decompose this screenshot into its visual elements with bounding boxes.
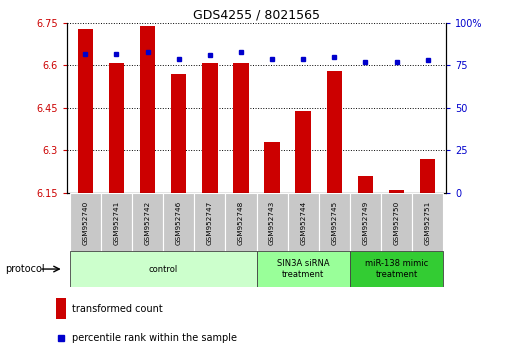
Text: transformed count: transformed count <box>72 303 163 314</box>
Text: GSM952740: GSM952740 <box>83 201 88 245</box>
Bar <box>233 63 249 193</box>
Bar <box>256 193 288 253</box>
Bar <box>70 193 101 253</box>
Bar <box>109 63 124 193</box>
Text: GSM952750: GSM952750 <box>393 201 400 245</box>
Text: GSM952742: GSM952742 <box>145 201 151 245</box>
Bar <box>264 142 280 193</box>
Text: GSM952747: GSM952747 <box>207 201 213 245</box>
Text: miR-138 mimic
treatment: miR-138 mimic treatment <box>365 259 428 279</box>
Bar <box>56 298 66 319</box>
Text: GSM952748: GSM952748 <box>238 201 244 245</box>
Bar <box>288 193 319 253</box>
Bar <box>202 63 218 193</box>
Bar <box>225 193 256 253</box>
Bar <box>420 159 436 193</box>
Text: protocol: protocol <box>5 264 45 274</box>
Bar <box>326 71 342 193</box>
Bar <box>412 193 443 253</box>
Bar <box>350 193 381 253</box>
Text: SIN3A siRNA
treatment: SIN3A siRNA treatment <box>277 259 329 279</box>
Bar <box>171 74 187 193</box>
Bar <box>295 111 311 193</box>
Bar <box>140 26 155 193</box>
Title: GDS4255 / 8021565: GDS4255 / 8021565 <box>193 9 320 22</box>
Text: GSM952744: GSM952744 <box>300 201 306 245</box>
Bar <box>70 251 256 287</box>
Text: GSM952741: GSM952741 <box>113 201 120 245</box>
Bar <box>132 193 163 253</box>
Bar <box>358 176 373 193</box>
Text: GSM952745: GSM952745 <box>331 201 337 245</box>
Text: GSM952746: GSM952746 <box>176 201 182 245</box>
Bar <box>350 251 443 287</box>
Bar <box>101 193 132 253</box>
Text: GSM952749: GSM952749 <box>362 201 368 245</box>
Text: GSM952751: GSM952751 <box>425 201 430 245</box>
Text: percentile rank within the sample: percentile rank within the sample <box>72 333 237 343</box>
Text: GSM952743: GSM952743 <box>269 201 275 245</box>
Bar <box>389 190 404 193</box>
Bar <box>77 29 93 193</box>
Bar <box>381 193 412 253</box>
Text: control: control <box>149 264 178 274</box>
Bar <box>256 251 350 287</box>
Bar <box>163 193 194 253</box>
Bar <box>319 193 350 253</box>
Bar <box>194 193 225 253</box>
